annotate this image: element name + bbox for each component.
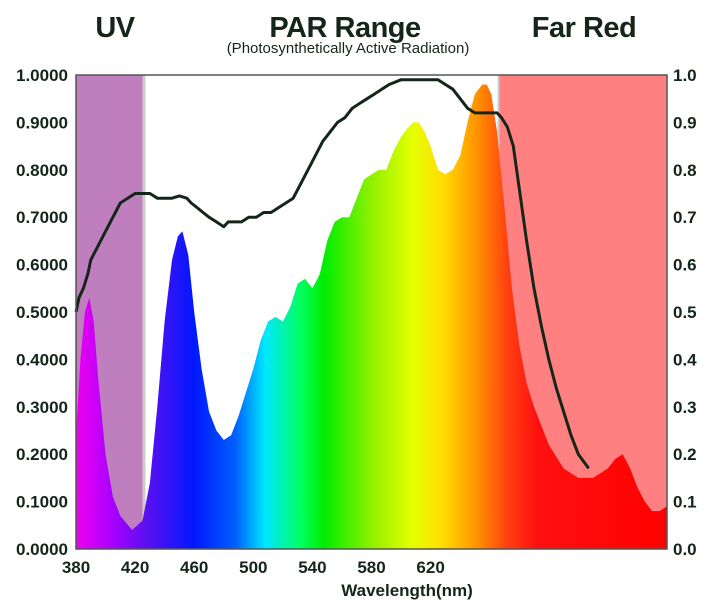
y-left-tick-label: 0.2000 — [16, 445, 68, 464]
y-left-tick-label: 0.1000 — [16, 493, 68, 512]
y-right-tick-label: 0.6 — [673, 256, 697, 275]
y-right-tick-label: 0.9 — [673, 113, 697, 132]
y-left-tick-label: 0.0000 — [16, 540, 68, 559]
heading-par-range: PAR Range — [269, 12, 421, 44]
heading-uv: UV — [95, 12, 135, 44]
x-tick-label: 460 — [180, 558, 208, 577]
x-tick-label: 580 — [357, 558, 385, 577]
y-right-tick-label: 0.5 — [673, 303, 697, 322]
y-right-tick-label: 0.2 — [673, 445, 697, 464]
x-axis-label: Wavelength(nm) — [341, 581, 473, 600]
plot-frame — [75, 74, 668, 550]
y-right-tick-label: 0.3 — [673, 398, 697, 417]
y-left-tick-label: 1.0000 — [16, 66, 68, 85]
response-line — [74, 78, 590, 470]
y-right-tick-label: 0.7 — [673, 208, 697, 227]
spectrum-area — [76, 84, 667, 549]
x-tick-label: 500 — [239, 558, 267, 577]
x-tick-label: 380 — [62, 558, 90, 577]
y-left-tick-label: 0.6000 — [16, 256, 68, 275]
y-left-tick-label: 0.8000 — [16, 161, 68, 180]
heading-far-red: Far Red — [531, 12, 637, 44]
y-right-tick-label: 0.0 — [673, 540, 697, 559]
y-right-tick-label: 0.4 — [673, 350, 697, 369]
y-left-tick-label: 0.9000 — [16, 113, 68, 132]
x-tick-label: 620 — [416, 558, 444, 577]
y-right-tick-label: 0.8 — [673, 161, 697, 180]
heading-par-subtitle: (Photosynthetically Active Radiation) — [226, 40, 470, 57]
y-right-tick-label: 1.0 — [673, 66, 697, 85]
y-left-tick-label: 0.3000 — [16, 398, 68, 417]
y-left-tick-label: 0.5000 — [16, 303, 68, 322]
y-right-tick-label: 0.1 — [673, 493, 697, 512]
y-left-tick-label: 0.4000 — [16, 350, 68, 369]
x-tick-label: 540 — [298, 558, 326, 577]
x-tick-label: 420 — [121, 558, 149, 577]
y-left-tick-label: 0.7000 — [16, 208, 68, 227]
